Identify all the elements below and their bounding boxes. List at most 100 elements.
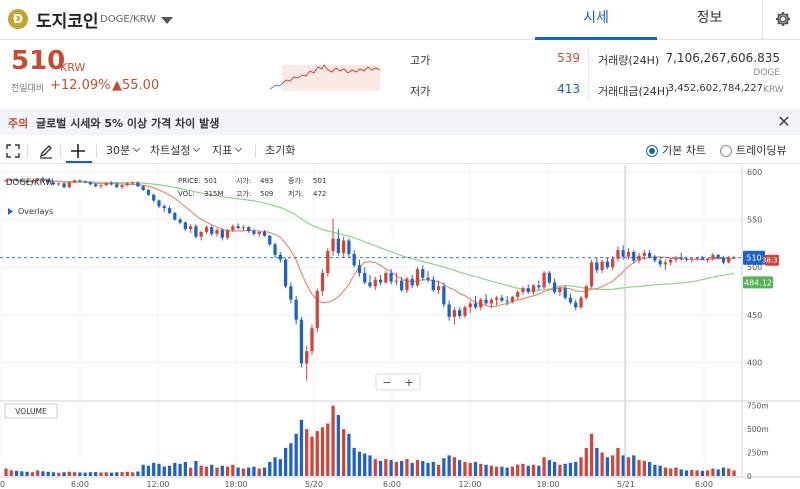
volume-tick-label: 0 [747,472,752,481]
volume-bar [410,462,414,476]
chart-settings-dropdown[interactable]: 차트설정 [150,139,199,163]
volume-bar [716,469,720,476]
legend-open-label: 시가: [236,176,251,185]
candle-body [331,238,335,252]
x-tick-label: 18:00 [224,480,247,489]
candle-body [320,272,325,292]
candle-body [553,282,557,293]
candle-body [326,251,330,273]
volume-bar [220,465,224,476]
volume-tick-label: 250m [747,449,769,458]
candle-body [341,240,346,253]
candle-body [679,257,683,259]
zoom-in-button[interactable]: + [404,376,413,389]
candle-body [405,278,409,291]
volume-bar [563,463,567,476]
toolbar-divider [255,144,256,158]
trading-view-label[interactable]: 트레이딩뷰 [736,144,787,157]
volume-bar [109,472,114,476]
candle-body [695,257,699,259]
candle-body [278,254,282,260]
candle-body [500,297,504,301]
candle-body [88,182,93,185]
candle-body [173,212,177,220]
x-tick-label: 12:00 [146,480,169,489]
candle-body [653,256,657,261]
volume-bar [299,419,304,476]
y-tick-label: 450 [747,311,762,320]
candle-body [136,182,140,187]
settings-button[interactable] [762,0,800,40]
candle-body [568,297,573,303]
chart-toolbar: 30분 차트설정 지표 초기화 기본 차트 트레이딩뷰 [0,139,800,164]
candle-body [400,280,404,291]
candle-body [595,262,599,271]
volume-bar [231,464,235,476]
candle-body [605,261,610,268]
candle-body [236,226,240,229]
reset-button[interactable]: 초기화 [265,144,296,157]
basic-chart-label[interactable]: 기본 차트 [662,144,706,157]
close-icon[interactable]: ✕ [777,112,791,131]
candle-body [584,286,588,298]
volume-bar [204,466,209,476]
fullscreen-icon[interactable] [6,144,20,158]
candle-body [505,300,509,302]
trading-view-radio[interactable] [720,145,732,157]
change-label: 전일대비 [11,84,45,94]
candle-body [9,179,13,181]
notice-tag: 주의 [8,117,29,130]
zoom-out-button[interactable]: − [382,376,391,389]
candle-body [537,285,541,288]
candle-body [384,272,388,283]
candle-body [299,319,304,364]
mini-chart-line-down [270,83,283,90]
candle-body [315,291,319,329]
candle-body [220,230,224,238]
basic-chart-radio[interactable] [646,145,658,157]
volume-bar [452,457,457,476]
candle-body [732,257,736,259]
coin-name[interactable]: 도지코인 [36,12,99,32]
volume-bar [394,461,399,476]
candle-body [563,288,567,298]
legend-open: 493 [260,177,273,185]
pencil-icon[interactable] [38,143,54,159]
caret-down-icon[interactable] [161,17,173,24]
volume-bar [283,447,288,476]
candle-body [178,219,182,223]
volume-bar [363,453,367,476]
candle-body [130,182,135,184]
candle-body [204,227,209,232]
last-price-tag-label: 510 [746,254,761,263]
legend-low-label: 저가: [288,189,303,198]
y-tick-label: 500 [747,263,762,272]
candle-body [20,180,24,182]
indicators-dropdown[interactable]: 지표 [212,139,241,163]
tab-info[interactable]: 정보 [696,10,723,26]
candle-body [30,180,35,183]
overlays-expand-icon [8,208,13,215]
volume-bar [352,447,356,476]
volume-bar [20,471,24,476]
crosshair-icon[interactable] [70,143,86,159]
coin-pair[interactable]: DOGE/KRW [100,14,156,25]
interval-dropdown[interactable]: 30분 [106,139,139,163]
volume-bar [215,467,219,476]
x-tick-label: 6:00 [383,480,401,489]
volume-bar [120,472,124,476]
volume-bar [152,462,156,476]
volume-bar [305,429,309,476]
volume-bar [510,466,515,476]
candle-body [436,286,441,291]
volume-bar [341,429,346,476]
volume-bar [241,468,246,476]
volume-bar [473,461,478,476]
candle-body [231,226,235,231]
candle-body [684,258,689,260]
candle-body [94,184,98,187]
candle-body [78,180,82,182]
candle-body [547,272,551,283]
tab-price[interactable]: 시세 [535,0,657,40]
